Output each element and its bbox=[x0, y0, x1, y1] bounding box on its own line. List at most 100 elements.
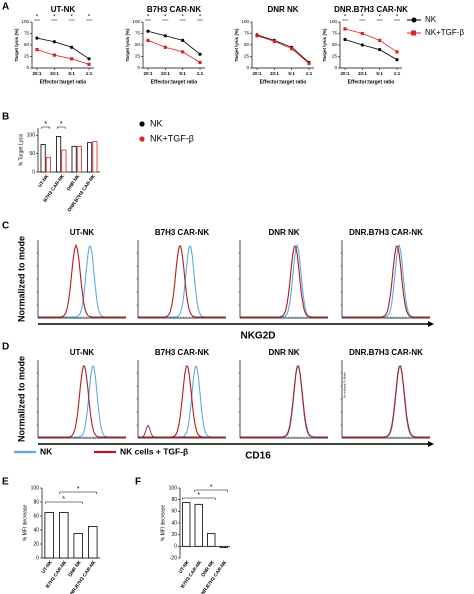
chart-title: DNR.B7H3 CAR-NK bbox=[334, 5, 408, 14]
histogram-x-label: CD16 bbox=[245, 451, 271, 462]
y-tick-label: 0 bbox=[246, 65, 249, 70]
panel-label: C bbox=[2, 221, 9, 232]
x-axis-label: Effector:target ratio bbox=[151, 79, 198, 85]
x-tick-label: UT-NK bbox=[178, 559, 192, 575]
legend-label: NK+TGF-β bbox=[425, 28, 464, 37]
data-point bbox=[70, 45, 74, 49]
bar bbox=[182, 502, 191, 547]
bar bbox=[45, 156, 51, 173]
significance-bracket bbox=[45, 501, 83, 504]
histogram-nk bbox=[240, 243, 328, 318]
x-tick-label: 10:1 bbox=[161, 71, 171, 76]
data-point bbox=[35, 36, 39, 40]
y-tick-label: 50 bbox=[135, 42, 141, 47]
data-point bbox=[52, 40, 56, 44]
data-point bbox=[198, 52, 202, 56]
data-point bbox=[395, 50, 399, 54]
y-tick-label: 50 bbox=[332, 42, 338, 47]
histogram-title: DNR.B7H3 CAR-NK bbox=[349, 348, 423, 357]
x-tick-label: 10:1 bbox=[358, 71, 368, 76]
y-tick-label: -20 bbox=[170, 555, 177, 561]
histogram-nk bbox=[240, 365, 328, 438]
y-axis-label: Target lysis (%) bbox=[322, 28, 327, 61]
y-axis-label: % Target Lysis bbox=[18, 133, 24, 166]
significance: * bbox=[60, 121, 63, 128]
data-point bbox=[70, 57, 74, 61]
series-line bbox=[256, 34, 310, 63]
significance: * bbox=[210, 484, 213, 491]
bar bbox=[194, 503, 203, 547]
legend-label: NK bbox=[425, 15, 437, 24]
histogram-tgf bbox=[38, 364, 126, 438]
x-tick-label: 5:1 bbox=[179, 71, 186, 76]
y-tick-label: 100 bbox=[241, 19, 249, 24]
x-tick-label: 5:1 bbox=[68, 71, 75, 76]
bar bbox=[56, 136, 62, 173]
y-tick-label: 60 bbox=[33, 513, 39, 519]
panel-label: E bbox=[2, 477, 9, 488]
data-point bbox=[181, 38, 185, 43]
x-tick-label: 10:1 bbox=[50, 71, 60, 76]
legend-marker bbox=[411, 17, 417, 23]
histogram-title: DNR NK bbox=[268, 228, 299, 237]
data-point bbox=[87, 57, 91, 61]
y-tick-label: 50 bbox=[29, 151, 35, 157]
histogram-title: B7H3 CAR-NK bbox=[155, 228, 209, 237]
y-tick-label: 20 bbox=[171, 532, 177, 538]
series-line bbox=[344, 39, 398, 61]
panel-label: B bbox=[2, 112, 9, 123]
bar bbox=[61, 149, 67, 173]
legend-label: NK bbox=[150, 118, 163, 128]
y-tick-label: 25 bbox=[332, 54, 338, 59]
significance: * bbox=[197, 492, 200, 499]
data-point bbox=[343, 37, 347, 42]
histogram-tgf bbox=[138, 424, 226, 438]
data-point bbox=[87, 62, 91, 66]
significance: * bbox=[361, 15, 364, 21]
bar bbox=[71, 145, 77, 173]
panel-label: D bbox=[2, 342, 9, 353]
x-tick-label: UT-NK bbox=[37, 173, 51, 189]
histogram-tgf bbox=[240, 365, 328, 438]
data-point bbox=[395, 58, 399, 62]
y-tick-label: 80 bbox=[171, 497, 177, 503]
x-tick-label: 20:1 bbox=[340, 71, 350, 76]
x-axis-label: Effector:target ratio bbox=[348, 79, 395, 85]
legend-label: NK cells + TGF-β bbox=[120, 446, 188, 456]
histogram-tgf bbox=[138, 365, 226, 438]
x-tick-label: 20:1 bbox=[32, 71, 42, 76]
y-tick-label: 50 bbox=[24, 42, 30, 47]
histogram-tgf bbox=[138, 244, 226, 318]
y-tick-label: 40 bbox=[171, 520, 177, 526]
bar bbox=[92, 141, 98, 173]
data-point bbox=[360, 31, 364, 36]
data-point bbox=[146, 38, 150, 42]
y-tick-label: 40 bbox=[33, 527, 39, 533]
histogram-y-label: Normalized to mode bbox=[16, 356, 26, 442]
x-tick-label: 1:1 bbox=[86, 71, 93, 76]
significance: * bbox=[396, 15, 399, 21]
y-tick-label: 100 bbox=[27, 133, 36, 139]
y-tick-label: 80 bbox=[33, 499, 39, 505]
x-tick-label: UT-NK bbox=[41, 559, 55, 575]
bar bbox=[76, 145, 82, 173]
data-point bbox=[378, 48, 382, 52]
x-tick-label: 20:1 bbox=[143, 71, 153, 76]
y-tick-label: 25 bbox=[244, 54, 250, 59]
bar bbox=[87, 142, 93, 173]
chart-title: UT-NK bbox=[51, 5, 76, 14]
data-point bbox=[378, 38, 382, 42]
series-line bbox=[344, 28, 398, 53]
y-axis-label: Target lysis (%) bbox=[14, 28, 19, 61]
chart-title: B7H3 CAR-NK bbox=[147, 5, 201, 14]
y-axis-label: Target lysis (%) bbox=[234, 28, 239, 61]
data-point bbox=[343, 27, 347, 31]
significance: * bbox=[44, 121, 47, 128]
chart-title: DNR NK bbox=[267, 5, 298, 14]
series-line bbox=[36, 37, 90, 60]
y-tick-label: 0 bbox=[26, 65, 29, 70]
y-tick-label: 0 bbox=[174, 544, 177, 550]
histogram-tgf bbox=[240, 245, 328, 318]
data-point bbox=[163, 34, 167, 38]
